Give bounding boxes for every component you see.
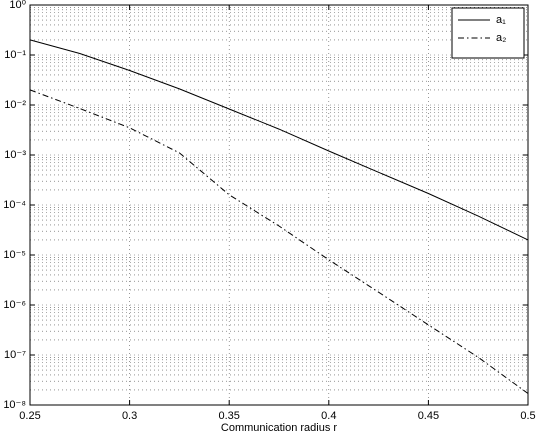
x-tick-label: 0.5 xyxy=(520,410,535,422)
x-axis-label: Communication radius r xyxy=(221,422,337,434)
series-line xyxy=(29,39,529,241)
y-tick-label: 10⁻³ xyxy=(4,149,26,161)
y-tick-label: 10⁻⁵ xyxy=(3,249,26,261)
legend-box xyxy=(451,7,525,59)
legend-label: a₂ xyxy=(496,32,506,44)
y-tick-label: 10⁰ xyxy=(9,0,26,11)
legend-label: a₁ xyxy=(496,14,506,26)
x-tick-label: 0.4 xyxy=(321,410,336,422)
y-tick-label: 10⁻⁸ xyxy=(3,399,26,411)
x-tick-label: 0.25 xyxy=(19,410,40,422)
y-tick-label: 10⁻⁷ xyxy=(4,349,26,361)
x-tick-label: 0.45 xyxy=(418,410,439,422)
y-tick-label: 10⁻⁶ xyxy=(3,299,26,311)
x-tick-label: 0.35 xyxy=(218,410,239,422)
series-line xyxy=(29,89,529,394)
x-tick-label: 0.3 xyxy=(122,410,137,422)
y-tick-label: 10⁻² xyxy=(4,99,26,111)
y-tick-label: 10⁻⁴ xyxy=(3,199,26,211)
plot-frame xyxy=(29,4,529,406)
y-tick-label: 10⁻¹ xyxy=(4,49,26,61)
